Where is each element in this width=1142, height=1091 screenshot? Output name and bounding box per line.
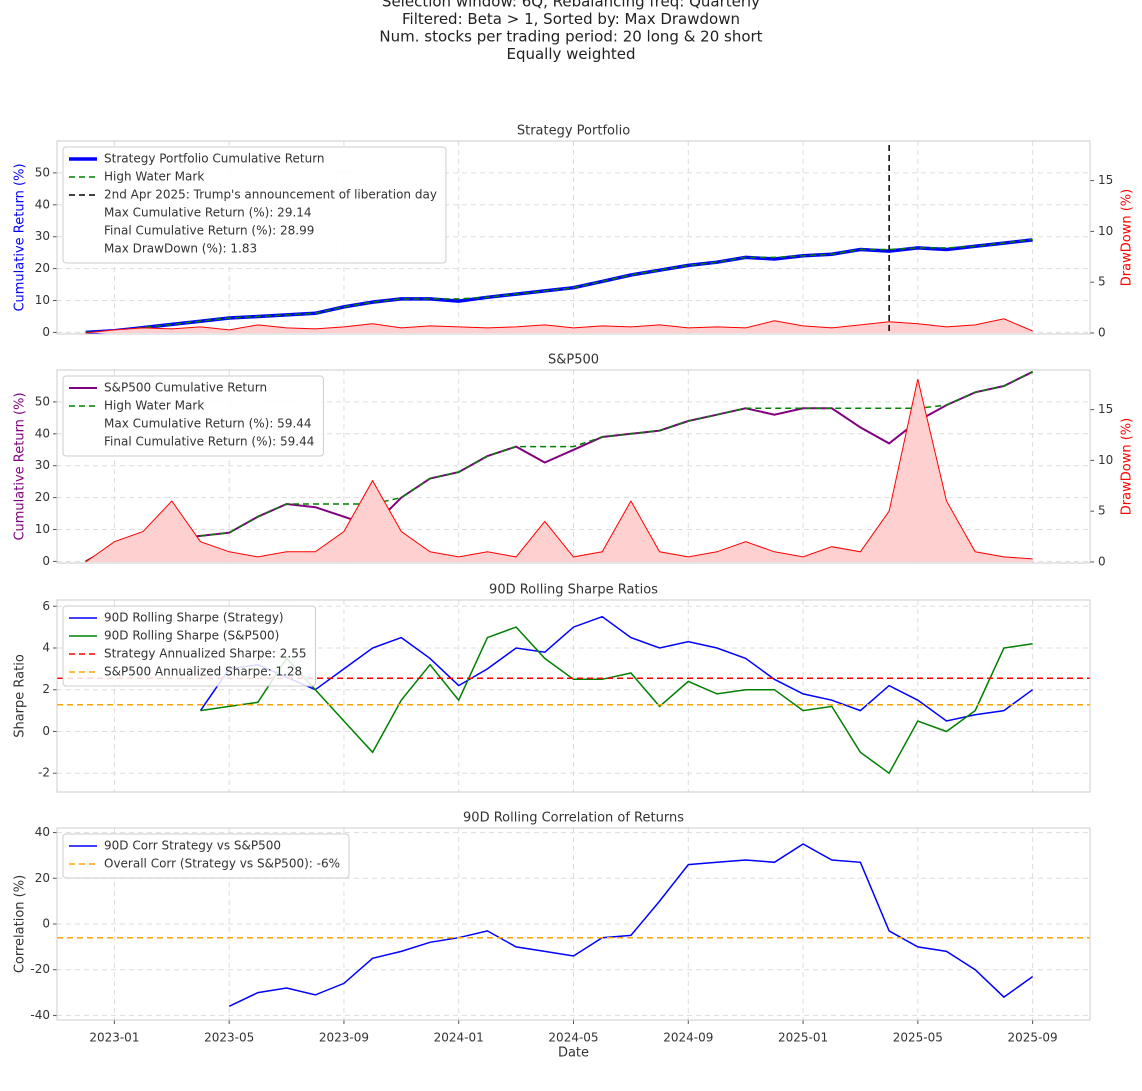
legend-label: Max DrawDown (%): 1.83: [104, 242, 257, 256]
y-axis-label: Cumulative Return (%): [13, 163, 28, 311]
x-tick-label: 2024-01: [434, 1031, 484, 1045]
series-line: [200, 626, 1033, 775]
y2-axis-label: DrawDown (%): [1120, 418, 1135, 515]
y2-tick-label: 0: [1098, 554, 1106, 568]
y-tick-label: 0: [42, 325, 50, 339]
y2-tick-label: 10: [1098, 453, 1113, 467]
y-tick-label: 20: [35, 490, 50, 504]
legend-label: Strategy Portfolio Cumulative Return: [104, 152, 325, 166]
legend-label: Max Cumulative Return (%): 59.44: [104, 417, 312, 431]
legend-label: Overall Corr (Strategy vs S&P500): -6%: [104, 857, 340, 871]
y-tick-label: 30: [35, 229, 50, 243]
y-tick-label: 20: [35, 261, 50, 275]
legend-label: Final Cumulative Return (%): 59.44: [104, 435, 314, 449]
x-tick-label: 2024-05: [548, 1031, 598, 1045]
series-line: [85, 318, 1033, 334]
series-line: [199, 615, 1034, 722]
legend-label: 90D Rolling Sharpe (S&P500): [104, 629, 279, 643]
series-line: [85, 371, 1033, 563]
y2-tick-label: 15: [1098, 402, 1113, 416]
x-tick-label: 2023-05: [204, 1031, 254, 1045]
y-tick-label: 2: [42, 682, 50, 696]
y2-tick-label: 5: [1098, 275, 1106, 289]
legend-label: 90D Corr Strategy vs S&P500: [104, 839, 281, 853]
legend-box: [62, 146, 447, 264]
legend-label: 90D Rolling Sharpe (Strategy): [104, 611, 284, 625]
plot-frame: [56, 369, 1091, 564]
y-tick-label: 10: [35, 522, 50, 536]
y2-tick-label: 5: [1098, 504, 1106, 518]
series-line: [85, 238, 1033, 334]
y-axis-label: Correlation (%): [13, 875, 28, 973]
legend: S&P500 Cumulative Return High Water Mark M…: [62, 375, 324, 457]
panel-title: S&P500: [548, 353, 599, 368]
figure-title: Selection window: 6Q, Rebalancing freq: …: [382, 0, 760, 11]
y2-tick-label: 15: [1098, 173, 1113, 187]
x-tick-label: 2025-05: [893, 1031, 943, 1045]
y2-tick-label: 10: [1098, 224, 1113, 238]
x-tick-label: 2024-09: [663, 1031, 713, 1045]
legend-label: Max Cumulative Return (%): 29.14: [104, 206, 312, 220]
legend-label: 2nd Apr 2025: Trump's announcement of li…: [104, 188, 437, 202]
legend-box: [62, 833, 350, 879]
legend-box: [62, 605, 316, 687]
y-tick-label: -40: [30, 1008, 50, 1022]
y-axis-label: Sharpe Ratio: [13, 654, 28, 738]
y-tick-label: 50: [35, 165, 50, 179]
y-tick-label: 40: [35, 426, 50, 440]
plot-frame: [56, 140, 1091, 335]
y-tick-label: 20: [35, 871, 50, 885]
figure-title: Equally weighted: [506, 45, 635, 63]
legend: Strategy Portfolio Cumulative Return High…: [62, 146, 447, 264]
series-line: [85, 378, 1033, 563]
y-tick-label: 0: [42, 724, 50, 738]
y-tick-label: 40: [35, 825, 50, 839]
series-line: [85, 238, 1033, 335]
x-axis-label: Date: [558, 1046, 589, 1061]
y2-axis-label: DrawDown (%): [1120, 189, 1135, 286]
y-tick-label: 40: [35, 197, 50, 211]
y-axis-label: Cumulative Return (%): [13, 392, 28, 540]
series-line: [228, 843, 1034, 1007]
y-tick-label: 4: [42, 641, 50, 655]
legend-label: Final Cumulative Return (%): 28.99: [104, 224, 314, 238]
y-tick-label: 10: [35, 293, 50, 307]
legend: 90D Rolling Sharpe (Strategy) 90D Rolling…: [62, 605, 316, 687]
x-tick-label: 2025-01: [778, 1031, 828, 1045]
y-tick-label: 50: [35, 394, 50, 408]
x-tick-label: 2023-09: [319, 1031, 369, 1045]
y-tick-label: 30: [35, 458, 50, 472]
x-tick-label: 2025-09: [1008, 1031, 1058, 1045]
y-tick-label: 0: [42, 917, 50, 931]
drawdown-area: [85, 318, 1033, 333]
panel-title: Strategy Portfolio: [517, 124, 630, 139]
y2-tick-label: 0: [1098, 325, 1106, 339]
legend-box: [62, 375, 324, 457]
legend-label: High Water Mark: [104, 170, 204, 184]
legend-label: S&P500 Cumulative Return: [104, 381, 267, 395]
y-tick-label: 6: [42, 599, 50, 613]
plot-frame: [56, 599, 1091, 793]
legend-label: S&P500 Annualized Sharpe: 1.28: [104, 665, 302, 679]
drawdown-area: [85, 379, 1033, 562]
plot-frame: [56, 827, 1091, 1021]
panel-title: 90D Rolling Correlation of Returns: [463, 811, 684, 826]
x-tick-label: 2023-01: [89, 1031, 139, 1045]
figure-title: Filtered: Beta > 1, Sorted by: Max Drawd…: [402, 10, 740, 28]
y-tick-label: -2: [38, 766, 50, 780]
y-tick-label: -20: [30, 962, 50, 976]
y-tick-label: 0: [42, 554, 50, 568]
figure-title: Num. stocks per trading period: 20 long …: [379, 28, 762, 46]
legend: 90D Corr Strategy vs S&P500 Overall Corr …: [62, 833, 350, 879]
legend-label: Strategy Annualized Sharpe: 2.55: [104, 647, 306, 661]
legend-label: High Water Mark: [104, 399, 204, 413]
panel-title: 90D Rolling Sharpe Ratios: [489, 583, 658, 598]
